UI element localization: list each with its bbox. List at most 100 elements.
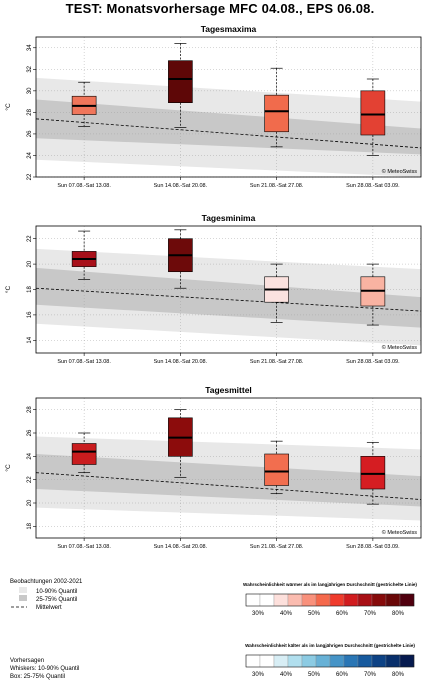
y-tick-label: 14: [27, 336, 33, 343]
box-iqr: [264, 94, 289, 133]
scale-title: Wahrscheinlichkeit wärmer als im langjäh…: [243, 582, 417, 587]
x-tick-label: Sun 07.08.-Sat 13.08.: [57, 183, 111, 189]
y-axis-label: °C: [4, 286, 12, 294]
scale-colder: Wahrscheinlichkeit kälter als im langjäh…: [245, 643, 415, 678]
legend-forecasts: Vorhersagen Whiskers: 10-90% Quantil Box: …: [10, 658, 79, 680]
y-tick-label: 34: [27, 44, 33, 51]
panel-title: Tagesminima: [202, 213, 256, 223]
forecast-box-3: [264, 263, 289, 323]
scale-cell: [399, 654, 415, 668]
x-tick-label: Sun 21.08.-Sat 27.08.: [250, 183, 304, 189]
scale-cell: [357, 654, 373, 668]
scale-cell: [259, 593, 275, 607]
scale-label: 50%: [308, 672, 321, 678]
forecast-box-1: [71, 432, 97, 474]
clim-band-25-75: [36, 99, 421, 155]
panel-frame: [35, 397, 422, 539]
legend-obs-item: Mittelwert: [36, 605, 62, 611]
forecast-box-3: [264, 67, 289, 148]
x-tick-label: Sun 07.08.-Sat 13.08.: [57, 359, 111, 365]
chart-panel-1: Tagesmaxima 22 24 26 28 30 32 34 °C Sun 07.08.-Sa…: [4, 24, 422, 189]
scale-cell: [343, 654, 359, 668]
legend-fc-title: Vorhersagen: [10, 658, 44, 664]
x-tick-label: Sun 14.08.-Sat 20.08.: [154, 183, 208, 189]
scale-label: 60%: [336, 611, 349, 617]
legend-obs-item: 25-75% Quantil: [36, 597, 77, 603]
copyright-label: © MeteoSwiss: [382, 529, 417, 536]
scale-cell: [399, 593, 415, 607]
forecast-box-2: [168, 229, 193, 289]
scale-cell: [371, 654, 387, 668]
clim-mean-line: [35, 472, 422, 500]
panel-frame: [35, 36, 422, 178]
legend-fc-line: Box: 25-75% Quantil: [10, 674, 65, 680]
y-tick-label: 16: [27, 311, 33, 318]
scale-label: 30%: [252, 672, 265, 678]
scale-frame: [245, 654, 415, 668]
x-tick-label: Sun 28.08.-Sat 03.09.: [346, 359, 400, 365]
x-tick-label: Sun 28.08.-Sat 03.09.: [346, 183, 400, 189]
copyright-label: © MeteoSwiss: [382, 168, 417, 175]
scale-cell: [273, 593, 289, 607]
scale-cell: [259, 654, 275, 668]
scale-label: 30%: [252, 611, 265, 617]
clim-mean-line: [35, 287, 422, 312]
scale-warmer: Wahrscheinlichkeit wärmer als im langjäh…: [243, 582, 417, 617]
scale-cell: [287, 654, 303, 668]
scale-cell: [329, 593, 345, 607]
x-tick-label: Sun 21.08.-Sat 27.08.: [250, 544, 304, 550]
clim-band-25-75: [36, 454, 421, 507]
scale-cell: [343, 593, 359, 607]
y-tick-label: 24: [27, 151, 33, 158]
legend-band-swatch: [19, 587, 27, 593]
box-iqr: [264, 453, 289, 486]
scale-cell: [329, 654, 345, 668]
forecast-box-2: [168, 409, 193, 478]
y-tick-label: 22: [27, 476, 33, 483]
y-axis-label: °C: [4, 464, 12, 472]
scale-cell: [315, 654, 331, 668]
forecast-box-4: [360, 441, 386, 505]
clim-band-25-75: [36, 267, 421, 328]
box-iqr: [360, 90, 386, 136]
y-tick-label: 28: [27, 406, 33, 413]
x-tick-label: Sun 28.08.-Sat 03.09.: [346, 544, 400, 550]
forecast-box-4: [360, 78, 386, 156]
y-tick-label: 22: [27, 173, 33, 180]
forecast-box-3: [264, 440, 289, 495]
copyright-label: © MeteoSwiss: [382, 344, 417, 351]
y-tick-label: 20: [27, 260, 33, 267]
y-tick-label: 30: [27, 87, 33, 94]
scale-cell: [245, 654, 261, 668]
scale-label: 50%: [308, 611, 321, 617]
forecast-box-2: [168, 43, 193, 128]
panel-title: Tagesmittel: [205, 385, 252, 395]
scale-title: Wahrscheinlichkeit kälter als im langjäh…: [245, 643, 415, 648]
scale-cell: [315, 593, 331, 607]
box-iqr: [71, 443, 97, 465]
legend-observations: Beobachtungen 2002-2021 10-90% Quantil 25-…: [10, 579, 83, 611]
scale-cell: [385, 654, 401, 668]
x-tick-label: Sun 21.08.-Sat 27.08.: [250, 359, 304, 365]
y-tick-label: 26: [27, 130, 33, 137]
box-iqr: [360, 456, 386, 490]
scale-label: 70%: [364, 672, 377, 678]
scale-label: 60%: [336, 672, 349, 678]
chart-panel-3: Tagesmittel 18 20 22 24 26 28 °C Sun 07.08.-Sat …: [4, 385, 422, 550]
scale-label: 80%: [392, 672, 405, 678]
y-tick-label: 22: [27, 235, 33, 242]
y-tick-label: 24: [27, 452, 33, 459]
forecast-box-1: [71, 230, 97, 280]
y-tick-label: 28: [27, 108, 33, 115]
scale-cell: [357, 593, 373, 607]
legend-band-swatch: [19, 595, 27, 601]
scale-label: 40%: [280, 672, 293, 678]
clim-mean-line: [35, 118, 422, 149]
legend-obs-item: 10-90% Quantil: [36, 589, 77, 595]
panel-title: Tagesmaxima: [201, 24, 257, 34]
chart-panel-2: Tagesminima 14 16 18 20 22 °C Sun 07.08.-Sat 13…: [4, 213, 422, 365]
y-tick-label: 18: [27, 286, 33, 293]
scale-cell: [287, 593, 303, 607]
